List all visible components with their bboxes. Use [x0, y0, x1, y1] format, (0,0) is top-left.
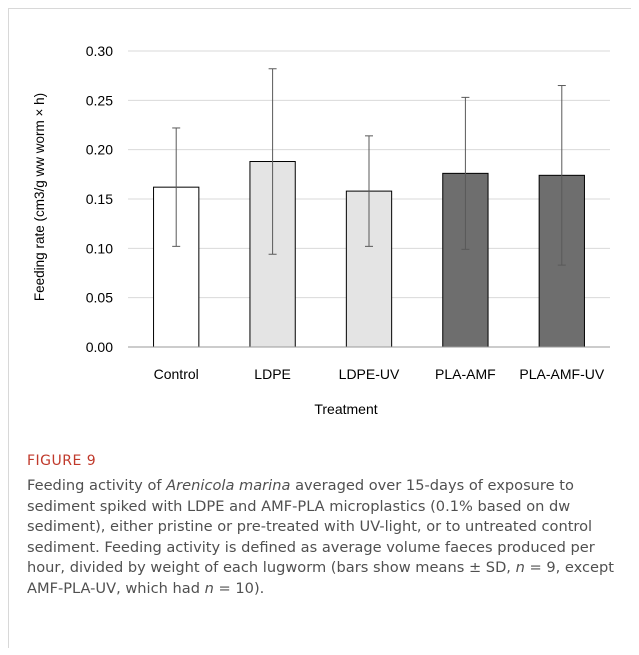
- x-tick-label: LDPE-UV: [339, 366, 400, 382]
- caption-text-2: averaged over 15-days of exposure to sed…: [27, 477, 595, 576]
- caption-text-1: Feeding activity of: [27, 477, 167, 494]
- y-tick-label: 0.25: [86, 92, 113, 108]
- caption-n-symbol: n: [515, 559, 525, 576]
- y-tick-label: 0.15: [86, 191, 113, 207]
- bar-chart: 0.00 0.05 0.10 0.15 0.20 0.25 0.30 Control LDPE…: [32, 43, 610, 417]
- y-tick-label: 0.10: [86, 240, 113, 256]
- x-tick-label: LDPE: [254, 366, 291, 382]
- caption-text-3: = 9, except AMF-PLA-UV, which had: [27, 559, 615, 597]
- y-tick-labels: 0.00 0.05 0.10 0.15 0.20 0.25 0.30: [86, 43, 113, 355]
- y-tick-label: 0.05: [86, 290, 113, 306]
- caption-text-4: = 10).: [213, 579, 265, 597]
- x-tick-label: Control: [154, 366, 199, 382]
- x-tick-label: PLA-AMF: [435, 366, 496, 382]
- x-tick-label: PLA-AMF-UV: [519, 366, 604, 382]
- figure-caption: Feeding activity of Arenicola marina ave…: [27, 476, 627, 599]
- x-tick-labels: Control LDPE LDPE-UV PLA-AMF PLA-AMF-UV: [154, 366, 605, 382]
- y-axis-label: Feeding rate (cm3/g ww worm × h): [32, 93, 47, 301]
- y-tick-label: 0.30: [86, 43, 113, 59]
- caption-species: Arenicola marina: [166, 477, 291, 494]
- y-tick-label: 0.20: [86, 142, 113, 158]
- error-bars: [172, 68, 566, 266]
- y-tick-label: 0.00: [86, 339, 113, 355]
- caption-n-symbol: n: [204, 579, 214, 597]
- figure-frame: [8, 8, 631, 648]
- x-axis-label: Treatment: [314, 401, 377, 417]
- figure-label: FIGURE 9: [27, 453, 97, 469]
